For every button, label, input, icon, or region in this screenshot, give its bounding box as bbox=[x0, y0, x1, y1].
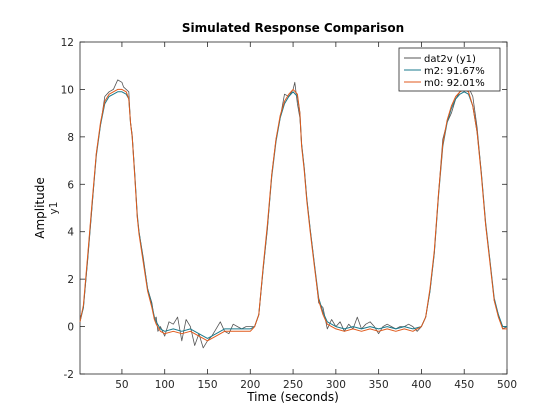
series-line-m0 bbox=[79, 88, 507, 342]
legend[interactable]: dat2v (y1) m2: 91.67% m0: 92.01% bbox=[398, 47, 501, 92]
x-tick-label: 500 bbox=[497, 379, 517, 391]
legend-label-m0: m0: 92.01% bbox=[424, 78, 485, 89]
x-tick-label: 450 bbox=[454, 379, 474, 391]
y-tick-label: 6 bbox=[67, 179, 74, 191]
x-tick-label: 100 bbox=[155, 379, 175, 391]
y-tick-label: 2 bbox=[67, 274, 74, 286]
plot-area bbox=[79, 41, 508, 375]
legend-label-m2: m2: 91.67% bbox=[424, 66, 485, 77]
y-tick-label: 10 bbox=[61, 84, 74, 96]
y-tick-label: 0 bbox=[67, 322, 74, 334]
x-axis-label: Time (seconds) bbox=[246, 390, 339, 404]
x-tick-label: 250 bbox=[283, 379, 303, 391]
x-tick-label: 300 bbox=[326, 379, 346, 391]
x-tick-label: 50 bbox=[115, 379, 128, 391]
y-tick-label: -2 bbox=[64, 369, 74, 381]
y-tick-label: 8 bbox=[67, 132, 74, 144]
x-tick-label: 400 bbox=[411, 379, 431, 391]
chart-title: Simulated Response Comparison bbox=[182, 21, 404, 35]
x-axis: 50 100 150 200 250 300 350 400 450 500 bbox=[115, 42, 517, 391]
y-axis-label: Amplitude bbox=[33, 177, 47, 239]
y-tick-label: 4 bbox=[67, 227, 74, 239]
x-tick-label: 150 bbox=[197, 379, 217, 391]
legend-label-dat2v: dat2v (y1) bbox=[424, 54, 476, 65]
x-tick-label: 350 bbox=[369, 379, 389, 391]
x-tick-label: 200 bbox=[240, 379, 260, 391]
y-axis-sublabel: y1 bbox=[48, 202, 60, 215]
series-layer bbox=[79, 79, 508, 349]
y-tick-label: 12 bbox=[61, 37, 74, 49]
